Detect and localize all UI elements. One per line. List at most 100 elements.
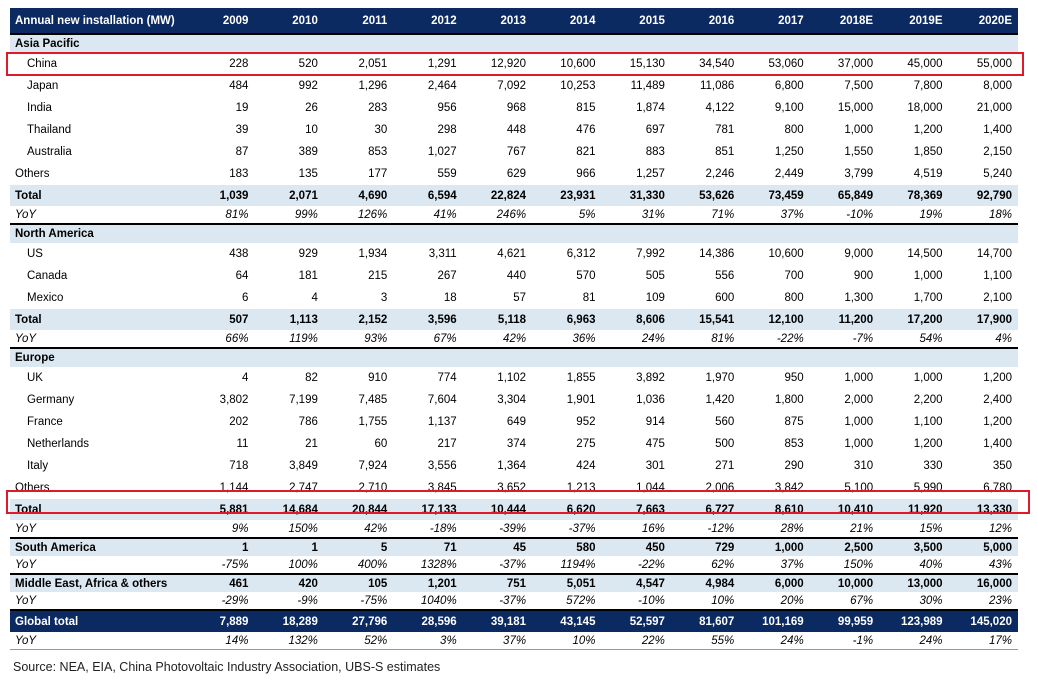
- table-row-value: 520: [298, 58, 318, 70]
- section-header: Europe: [10, 347, 1018, 367]
- table-row-label: France: [27, 416, 63, 428]
- total-row-label: Total: [10, 499, 186, 520]
- table-row-value: 350: [992, 460, 1012, 472]
- table-row-value: 2,200: [913, 394, 943, 406]
- section-header-value: [601, 33, 671, 53]
- table-row-label: China: [27, 58, 58, 70]
- installation-table: Annual new installation (MW) 2009 2010 201…: [10, 8, 1018, 650]
- table-row-value: 2,747: [289, 482, 318, 494]
- table-row: Thailand 39 10 30 298 448 476 697 781 800 1,000 1,2…: [10, 119, 1018, 141]
- yoy-row-value: 37%: [780, 208, 804, 221]
- table-row-value: 966: [576, 168, 596, 180]
- section-header-label: Asia Pacific: [10, 33, 186, 53]
- section-header-value: [462, 33, 533, 53]
- yoy-row-value: 81%: [711, 332, 735, 345]
- region-row-value: 2,500: [809, 537, 880, 556]
- region-row-value: 4,547: [601, 573, 671, 592]
- section-header-value: [323, 33, 394, 53]
- yoy-row-value: 150%: [843, 558, 874, 571]
- table-row-value: 2,710: [358, 482, 388, 494]
- table-row: India 19 26 283 956 968 815 1,874 4,122 9,100 15,0…: [10, 97, 1018, 119]
- yoy-row-value: 572%: [566, 594, 596, 607]
- table-row-value: 5,240: [983, 168, 1012, 180]
- table-row-value: 2,464: [427, 80, 457, 92]
- yoy-row-value: 24%: [740, 632, 810, 650]
- table-row-value: 6,312: [566, 248, 596, 260]
- table-row-value: 181: [298, 270, 318, 282]
- table-row: Australia 87 389 853 1,027 767 821 883 851 1,250 1…: [10, 141, 1018, 163]
- table-row-value: 9,100: [774, 102, 804, 114]
- table-row-value: 1,970: [705, 372, 735, 384]
- region-row-value: 13,000: [879, 573, 949, 592]
- yoy-row-value: 9%: [231, 522, 249, 535]
- table-row-value: 1,000: [844, 416, 874, 428]
- yoy-row-value: 24%: [641, 332, 665, 345]
- region-row-label: Middle East, Africa & others: [10, 573, 186, 592]
- region-row-value: 1,000: [740, 537, 810, 556]
- section-header-value: [740, 223, 810, 243]
- total-row-value: 10,444: [462, 499, 533, 520]
- header-year: 2011: [323, 8, 394, 34]
- total-row-value: 1,039: [185, 185, 255, 206]
- section-header-value: [254, 347, 324, 367]
- table-row-value: 475: [645, 438, 665, 450]
- yoy-row-value: 52%: [323, 632, 394, 650]
- yoy-row-value: 71%: [711, 208, 735, 221]
- region-row-value: 580: [532, 537, 602, 556]
- table-row: Japan 484 992 1,296 2,464 7,092 10,253 11,489 11…: [10, 75, 1018, 97]
- table-row-value: 1,200: [983, 372, 1012, 384]
- yoy-row-value: 16%: [641, 522, 665, 535]
- table-row-value: 64: [235, 270, 249, 282]
- region-row-value: 71: [393, 537, 463, 556]
- table-row-value: 55,000: [976, 58, 1012, 70]
- table-row-value: 3,845: [427, 482, 457, 494]
- table-row-value: 10,600: [768, 248, 804, 260]
- section-header-value: [393, 223, 463, 243]
- table-row-value: 81: [582, 292, 596, 304]
- table-header: Annual new installation (MW) 2009 2010 201…: [10, 8, 1018, 34]
- total-row-value: 17,200: [879, 309, 949, 330]
- yoy-row-value: 400%: [357, 558, 388, 571]
- yoy-row-value: 67%: [433, 332, 457, 345]
- table-row-value: 3,802: [219, 394, 249, 406]
- yoy-row-value: 42%: [503, 332, 527, 345]
- section-header: North America: [10, 223, 1018, 243]
- section-header-value: [740, 33, 810, 53]
- yoy-row-value: 10%: [532, 632, 602, 650]
- header-year: 2014: [532, 8, 602, 34]
- region-row-label: South America: [10, 537, 186, 556]
- yoy-row-value: -75%: [360, 594, 388, 607]
- table-row-value: 8,000: [983, 80, 1012, 92]
- table-row-value: 45,000: [907, 58, 943, 70]
- yoy-row-value: 67%: [850, 594, 874, 607]
- total-row-value: 4,690: [323, 185, 394, 206]
- yoy-row-value: 246%: [496, 208, 527, 221]
- global-total-row-value: 28,596: [393, 609, 463, 632]
- table-row-value: 570: [576, 270, 596, 282]
- table-row-value: 1,044: [636, 482, 665, 494]
- yoy-row-value: 1040%: [420, 594, 457, 607]
- global-total-row-value: 27,796: [323, 609, 394, 632]
- table-row-value: 10: [305, 124, 318, 136]
- section-header-value: [948, 347, 1018, 367]
- yoy-row-value: 55%: [670, 632, 741, 650]
- yoy-row: YoY 9% 150% 42% -18% -39% -37% 16% -12% 28% 21% 15%…: [10, 520, 1018, 538]
- table-row-value: 1,855: [566, 372, 596, 384]
- table-row-value: 12,920: [490, 58, 527, 70]
- table-row-value: 330: [923, 460, 943, 472]
- table-row-value: 3,849: [289, 460, 318, 472]
- global-total-row-value: 145,020: [948, 609, 1018, 632]
- section-header-value: [670, 223, 741, 243]
- table-row-value: 3,556: [427, 460, 457, 472]
- table-row-value: 440: [506, 270, 527, 282]
- yoy-row-value: 99%: [294, 208, 318, 221]
- global-total-row-value: 101,169: [740, 609, 810, 632]
- region-row-value: 751: [462, 573, 533, 592]
- table-row-value: 1,934: [358, 248, 388, 260]
- table-row-value: 3,799: [844, 168, 874, 180]
- table-row-value: 298: [437, 124, 457, 136]
- table-row-value: 1,364: [497, 460, 527, 472]
- table-row-label: Germany: [27, 394, 75, 406]
- table-row-value: 559: [437, 168, 457, 180]
- total-row-value: 3,596: [393, 309, 463, 330]
